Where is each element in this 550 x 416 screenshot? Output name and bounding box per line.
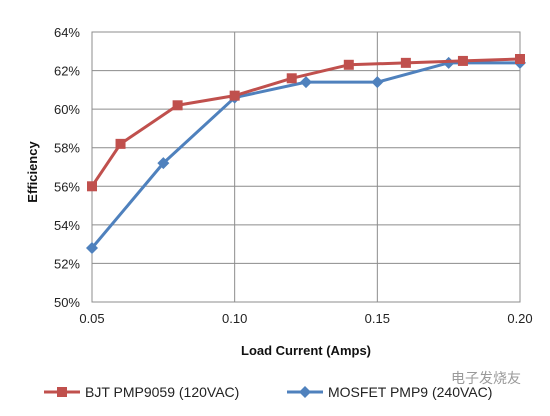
legend: BJT PMP9059 (120VAC) MOSFET PMP9 (240VAC) [44,384,492,400]
y-tick-label: 56% [54,179,80,194]
data-point [229,90,240,101]
data-point [515,54,525,64]
x-tick-label: 0.05 [79,311,104,326]
y-tick-label: 54% [54,218,80,233]
y-tick-label: 52% [54,256,80,271]
data-point [286,73,297,84]
y-tick-label: 62% [54,64,80,79]
legend-marker [299,386,311,398]
data-point [300,76,312,89]
x-tick-label: 0.20 [507,311,532,326]
y-axis-title: Efficiency [25,141,40,203]
y-tick-label: 64% [54,25,80,40]
series-group [86,54,526,254]
legend-label: MOSFET PMP9 (240VAC) [328,384,492,400]
data-point [86,242,98,254]
data-point [343,59,354,70]
data-point [457,55,468,66]
legend-label: BJT PMP9059 (120VAC) [85,384,239,400]
data-point [87,181,97,192]
plot-area [91,31,521,303]
legend-item: MOSFET PMP9 (240VAC) [287,384,492,400]
series-square [87,54,525,192]
x-tick-label: 0.10 [222,311,247,326]
x-axis-title: Load Current (Amps) [241,343,371,358]
data-point [400,57,411,68]
data-point [157,157,170,170]
watermark-text: 电子发烧友 [451,371,521,387]
data-point [371,76,384,89]
y-tick-label: 50% [54,295,80,310]
y-tick-labels: 50% 52% 54% 56% 58% 60% 62% 64% [54,25,80,310]
legend-marker [57,387,67,397]
data-point [172,100,183,111]
y-tick-label: 58% [54,141,80,156]
data-point [115,138,126,149]
y-tick-label: 60% [54,102,80,117]
legend-item: BJT PMP9059 (120VAC) [44,384,239,400]
x-tick-labels: 0.05 0.10 0.15 0.20 [79,311,532,326]
x-tick-label: 0.15 [365,311,390,326]
